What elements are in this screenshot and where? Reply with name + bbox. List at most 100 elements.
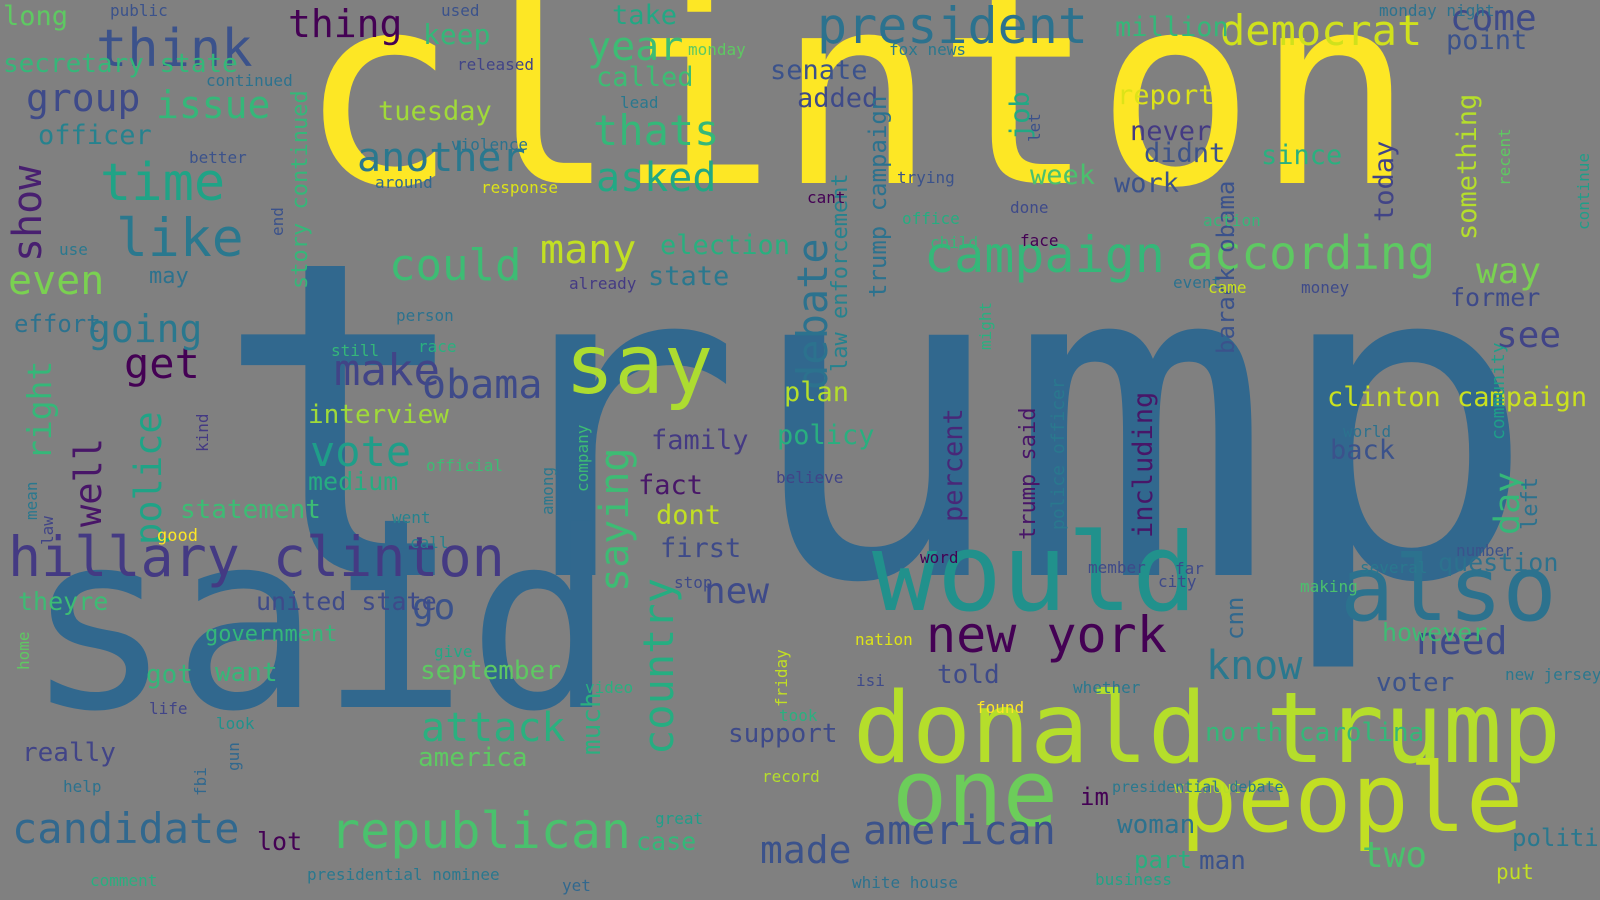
word: including xyxy=(1128,391,1159,538)
word: voter xyxy=(1376,668,1455,698)
word: community xyxy=(1488,342,1509,440)
word: week xyxy=(1030,160,1096,191)
word: case xyxy=(636,827,697,856)
word: donald trump xyxy=(853,672,1562,786)
word: good xyxy=(157,526,198,546)
word: call xyxy=(410,533,449,552)
word: government xyxy=(205,622,338,647)
word: business xyxy=(1095,870,1173,889)
word: new york xyxy=(926,606,1167,664)
word: among xyxy=(538,466,557,515)
word: city xyxy=(1158,572,1197,591)
word: money xyxy=(1301,278,1350,297)
word: president xyxy=(817,0,1088,55)
word: clinton campaign xyxy=(1327,382,1588,413)
word: come xyxy=(1450,0,1537,39)
word: got xyxy=(146,660,193,690)
word: action xyxy=(1203,211,1261,230)
word: number xyxy=(1456,541,1514,560)
word: also xyxy=(1340,537,1557,642)
word: might xyxy=(976,301,995,350)
word: report xyxy=(1117,80,1215,111)
word: trump said xyxy=(1016,407,1041,540)
word: white house xyxy=(852,873,958,892)
word: office xyxy=(902,209,960,228)
word: member xyxy=(1088,558,1146,577)
word: fact xyxy=(638,470,704,501)
word: way xyxy=(1476,251,1542,292)
word: think xyxy=(96,19,253,79)
word: election xyxy=(660,230,791,261)
word: police xyxy=(127,411,170,545)
word: around xyxy=(375,173,433,192)
word: another xyxy=(357,135,526,181)
word: law xyxy=(38,516,57,545)
word: cant xyxy=(807,188,846,207)
word: already xyxy=(569,274,637,293)
word: new xyxy=(704,571,770,612)
word: democrat xyxy=(1220,6,1423,55)
word: several xyxy=(1360,558,1428,577)
word: told xyxy=(937,660,1000,690)
word: even xyxy=(8,258,105,304)
word: statement xyxy=(180,495,321,525)
word: whether xyxy=(1073,678,1141,697)
word: went xyxy=(392,508,431,527)
word: presidential debate xyxy=(1112,778,1284,796)
word: candidate xyxy=(12,804,240,853)
word: since xyxy=(1261,140,1343,171)
word: republican xyxy=(330,802,632,860)
word: go xyxy=(412,587,456,628)
word: face xyxy=(1020,231,1059,250)
word: didnt xyxy=(1144,138,1226,169)
word: hillary clinton xyxy=(8,525,505,589)
word: back xyxy=(1330,435,1396,466)
word: monday xyxy=(688,40,746,59)
word: done xyxy=(1010,198,1049,217)
word: woman xyxy=(1117,810,1196,840)
word: found xyxy=(976,698,1025,717)
word: monday night xyxy=(1379,1,1495,20)
word: thing xyxy=(288,2,403,46)
word: home xyxy=(14,631,33,670)
word: recent xyxy=(1495,128,1514,186)
word: well xyxy=(67,437,110,527)
word: long xyxy=(3,1,69,32)
word: mean xyxy=(22,481,41,520)
word: made xyxy=(760,828,852,872)
word: time xyxy=(100,153,226,213)
word: took xyxy=(779,706,818,725)
word: america xyxy=(418,743,528,773)
word: cnn xyxy=(1221,596,1249,640)
word: percent xyxy=(938,408,969,522)
word: person xyxy=(396,306,454,325)
word: obama xyxy=(422,362,543,408)
word: used xyxy=(441,1,480,20)
word: need xyxy=(1416,619,1508,663)
word: group xyxy=(26,76,141,120)
word: question xyxy=(1438,548,1559,577)
word: state xyxy=(648,261,730,292)
word: help xyxy=(63,777,102,796)
word: asked xyxy=(596,155,717,201)
word: new jersey xyxy=(1505,665,1600,684)
word: really xyxy=(22,738,116,768)
word: never xyxy=(1130,116,1212,147)
word: kind xyxy=(193,413,212,452)
word: making xyxy=(1300,577,1358,596)
word: september xyxy=(420,656,561,686)
word: going xyxy=(88,307,203,351)
word: family xyxy=(651,425,749,456)
word: still xyxy=(331,341,380,360)
word: north carolina xyxy=(1205,718,1425,748)
word: political xyxy=(1512,824,1600,852)
word: response xyxy=(481,178,559,197)
word: according xyxy=(1186,226,1436,280)
word: official xyxy=(426,456,504,475)
word: policy xyxy=(777,420,875,451)
word: story continued xyxy=(288,90,313,289)
word: senate xyxy=(770,55,868,86)
word: support xyxy=(728,719,838,749)
word: want xyxy=(215,658,278,688)
